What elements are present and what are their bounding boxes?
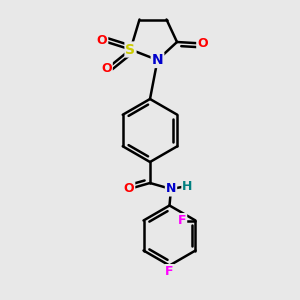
Text: S: S — [125, 43, 136, 56]
Text: N: N — [166, 182, 176, 196]
Text: O: O — [97, 34, 107, 47]
Text: O: O — [197, 37, 208, 50]
Text: O: O — [101, 62, 112, 76]
Text: F: F — [165, 265, 174, 278]
Text: H: H — [182, 179, 193, 193]
Text: F: F — [178, 214, 186, 227]
Text: O: O — [124, 182, 134, 196]
Text: N: N — [152, 53, 163, 67]
